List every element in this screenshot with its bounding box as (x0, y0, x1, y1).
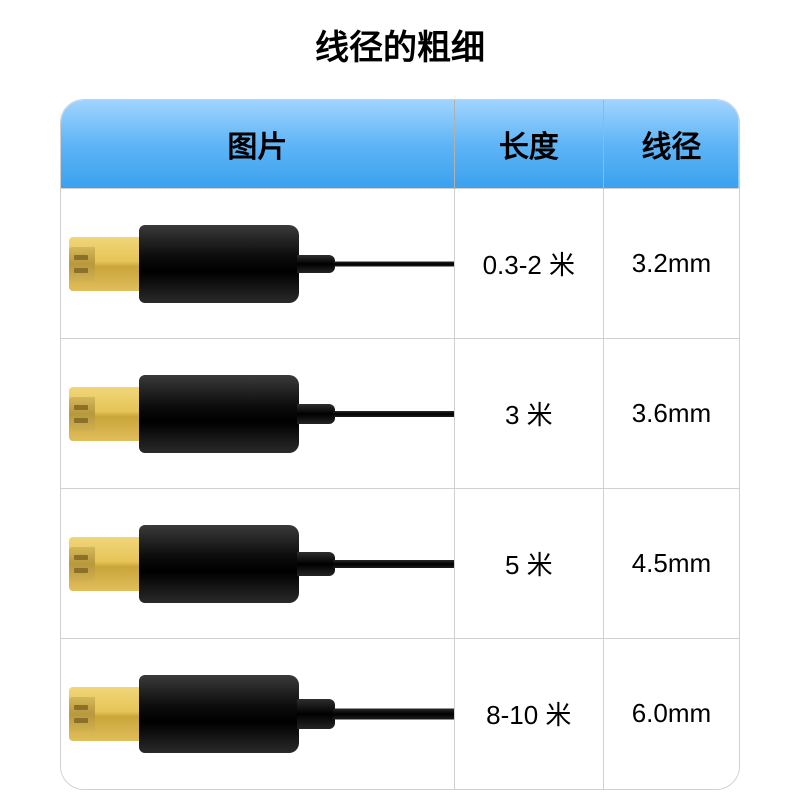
spec-table: 图片 长度 线径 0.3-2 米3.2mm3 米3.6mm5 米4.5mm8-1… (61, 100, 739, 789)
cell-image (61, 189, 454, 339)
hdmi-connector-icon (61, 339, 454, 488)
hdmi-connector-icon (61, 189, 454, 338)
table-row: 0.3-2 米3.2mm (61, 189, 739, 339)
cell-length: 3 米 (454, 339, 603, 489)
header-image: 图片 (61, 100, 454, 189)
table-row: 8-10 米6.0mm (61, 639, 739, 789)
cell-length: 5 米 (454, 489, 603, 639)
hdmi-connector-icon (61, 489, 454, 638)
cell-image (61, 489, 454, 639)
cell-length: 0.3-2 米 (454, 189, 603, 339)
cell-image (61, 339, 454, 489)
cell-diameter: 3.6mm (603, 339, 739, 489)
cell-diameter: 6.0mm (603, 639, 739, 789)
hdmi-connector-icon (61, 639, 454, 789)
header-length: 长度 (454, 100, 603, 189)
cell-diameter: 3.2mm (603, 189, 739, 339)
cell-diameter: 4.5mm (603, 489, 739, 639)
spec-table-container: 图片 长度 线径 0.3-2 米3.2mm3 米3.6mm5 米4.5mm8-1… (60, 99, 740, 790)
cell-length: 8-10 米 (454, 639, 603, 789)
table-header-row: 图片 长度 线径 (61, 100, 739, 189)
header-diameter: 线径 (603, 100, 739, 189)
table-row: 3 米3.6mm (61, 339, 739, 489)
cell-image (61, 639, 454, 789)
page-title: 线径的粗细 (315, 20, 485, 69)
table-row: 5 米4.5mm (61, 489, 739, 639)
